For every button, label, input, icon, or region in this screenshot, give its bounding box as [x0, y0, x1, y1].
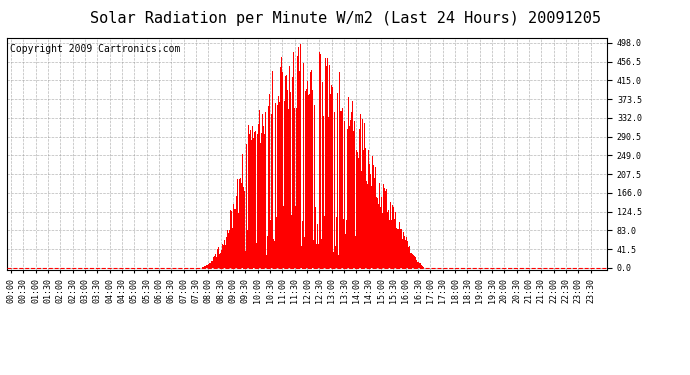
Text: Solar Radiation per Minute W/m2 (Last 24 Hours) 20091205: Solar Radiation per Minute W/m2 (Last 24…	[90, 11, 600, 26]
Text: Copyright 2009 Cartronics.com: Copyright 2009 Cartronics.com	[10, 45, 180, 54]
